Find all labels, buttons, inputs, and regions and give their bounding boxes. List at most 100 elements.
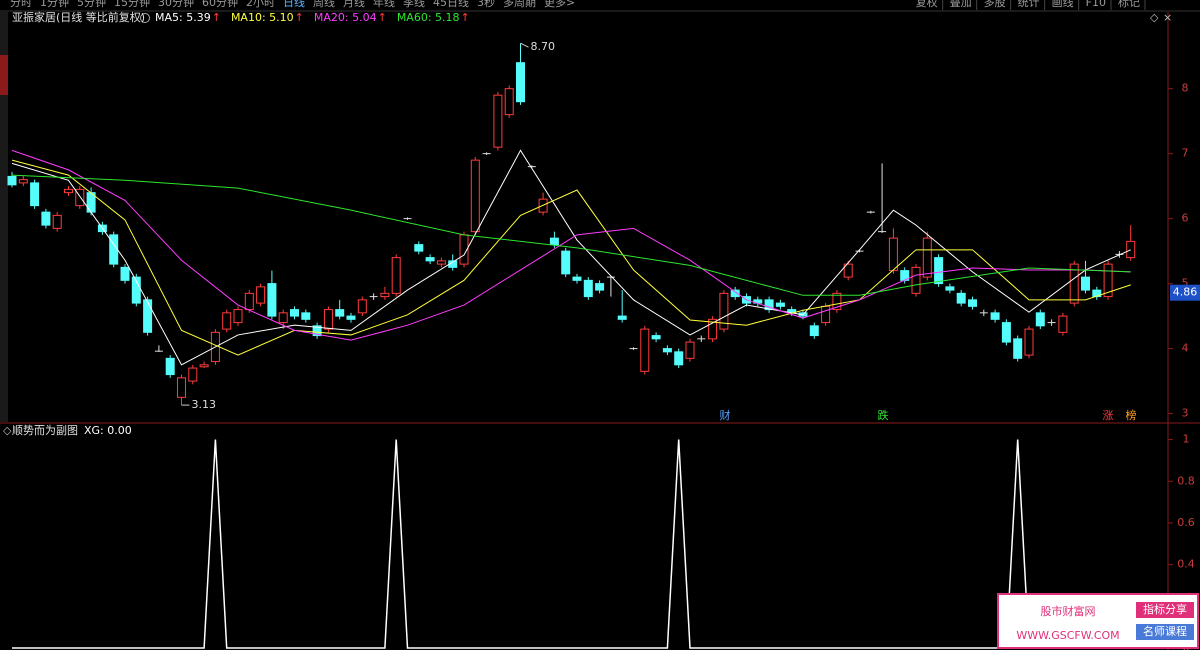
watermark-tag[interactable]: 指标分享 <box>1143 602 1187 616</box>
candle-body <box>52 214 62 229</box>
watermark-name: 股市财富网 <box>1041 604 1096 618</box>
candle-body <box>346 315 356 320</box>
candle-body <box>222 312 232 330</box>
candle-body <box>595 283 605 291</box>
candle-body <box>233 309 243 324</box>
candle-body <box>922 237 932 278</box>
period-tab[interactable]: 分时 <box>10 0 32 9</box>
y-tick-label: 0.6 <box>1177 516 1195 529</box>
candle-body <box>516 62 525 103</box>
candle-body <box>1035 312 1045 327</box>
period-tab[interactable]: 30分钟 <box>158 0 194 9</box>
tool-button[interactable]: 画线 <box>1052 0 1074 9</box>
signal-label: 财 <box>720 408 731 422</box>
ma-label: MA5: 5.39 <box>155 11 211 24</box>
ma-line <box>11 149 1131 366</box>
candle-body <box>911 266 921 294</box>
pane-icon[interactable]: ◇ <box>3 424 12 437</box>
y-tick-label: 7 <box>1182 147 1189 160</box>
low-label: 3.13 <box>192 398 217 411</box>
candle-body <box>640 328 650 372</box>
ma-trend: ↑ <box>378 11 387 24</box>
signal-label: 榜 <box>1126 408 1137 422</box>
candle-body <box>323 309 333 330</box>
ma-line <box>11 174 1131 296</box>
candle-body <box>888 237 898 272</box>
candle-body <box>934 257 944 285</box>
period-tab[interactable]: 日线 <box>283 0 305 9</box>
candle-body <box>730 289 740 298</box>
candle-body <box>968 299 977 307</box>
side-tab-active[interactable] <box>0 55 8 95</box>
period-tab[interactable]: 多周期 <box>503 0 536 9</box>
watermark-tag[interactable]: 名师课程 <box>1143 624 1187 638</box>
pane-icon[interactable]: ◇ <box>1150 11 1159 24</box>
candle-body <box>1126 240 1136 259</box>
candle-body <box>662 348 672 353</box>
watermark-url: WWW.GSCFW.COM <box>1016 629 1119 642</box>
y-tick-label: 0.8 <box>1177 474 1195 487</box>
ma-trend: ↑ <box>212 11 221 24</box>
candle-body <box>561 250 571 275</box>
watermark-tag-bg <box>1136 624 1194 640</box>
candle-body <box>301 312 311 320</box>
candle-body <box>549 237 559 246</box>
candle-body <box>64 188 73 194</box>
tool-button[interactable]: 标记 <box>1118 0 1140 9</box>
candle-body <box>651 335 661 340</box>
side-tabs <box>0 12 8 422</box>
period-tab[interactable]: 季线 <box>403 0 425 9</box>
candle-body <box>1058 315 1068 333</box>
tool-button[interactable]: 多股 <box>984 0 1006 9</box>
candle-body <box>990 312 1000 320</box>
indicator-title: 顺势而为副图 <box>12 424 78 437</box>
high-pointer <box>520 42 529 48</box>
candle-body <box>256 286 266 304</box>
period-tab[interactable]: 45日线 <box>433 0 469 9</box>
candle-body <box>436 260 446 265</box>
tool-button[interactable]: 复权 <box>916 0 938 9</box>
candle-body <box>956 292 966 304</box>
candle-body <box>165 357 175 376</box>
candle-body <box>131 276 141 304</box>
period-tab[interactable]: 5分钟 <box>77 0 106 9</box>
y-tick-label: 0.4 <box>1177 558 1195 571</box>
candle-body <box>504 88 514 116</box>
candle-body <box>775 302 785 307</box>
candle-body <box>199 364 209 368</box>
indicator-label: XG: 0.00 <box>84 424 132 437</box>
candle-body <box>708 318 718 340</box>
y-tick-label: 3 <box>1182 407 1189 420</box>
period-tab[interactable]: 1分钟 <box>40 0 69 9</box>
period-tab[interactable]: 2小时 <box>246 0 275 9</box>
candle-body <box>120 266 130 281</box>
period-tab[interactable]: 月线 <box>343 0 365 9</box>
candle-body <box>470 159 480 233</box>
signal-label: 涨 <box>1103 409 1114 422</box>
period-tab[interactable]: 60分钟 <box>202 0 238 9</box>
candle-body <box>493 94 503 148</box>
candle-body <box>719 292 729 330</box>
tool-button[interactable]: F10 <box>1086 0 1106 9</box>
period-tab[interactable]: 年线 <box>373 0 395 9</box>
tool-button[interactable]: 叠加 <box>950 0 972 9</box>
last-price-tag <box>1170 284 1200 301</box>
candle-body <box>414 244 424 252</box>
candle-body <box>109 234 119 265</box>
close-icon[interactable]: × <box>1163 11 1172 24</box>
tool-button[interactable]: 统计 <box>1018 0 1040 9</box>
candle-body <box>290 309 299 317</box>
period-tab[interactable]: 更多> <box>544 0 575 9</box>
candle-body <box>945 286 955 291</box>
period-tab[interactable]: 周线 <box>313 0 335 9</box>
candle-body <box>572 276 582 281</box>
period-tab[interactable]: 3秒 <box>477 0 495 9</box>
candle-body <box>1001 322 1011 343</box>
y-tick-label: 5 <box>1182 277 1189 290</box>
settings-icon[interactable] <box>140 13 150 23</box>
period-tab[interactable]: 15分钟 <box>114 0 150 9</box>
candle-body <box>312 325 322 337</box>
ma-line <box>11 159 1131 356</box>
ma-label: MA10: 5.10 <box>231 11 294 24</box>
signal-label: 跌 <box>878 408 889 422</box>
